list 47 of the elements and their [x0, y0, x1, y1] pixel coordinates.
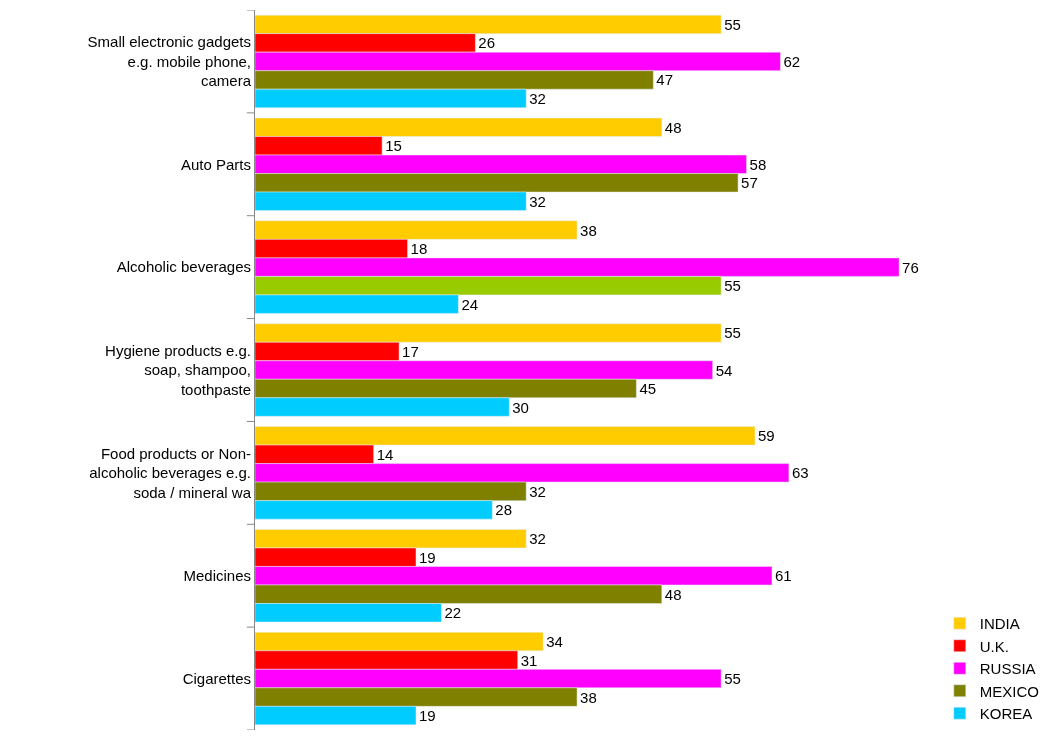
data-label: 61 [774, 567, 792, 585]
data-label: 38 [580, 221, 597, 239]
legend-label: U.K. [979, 637, 1009, 655]
data-label: 55 [724, 670, 741, 688]
y-tick-label: Auto Parts [180, 155, 251, 173]
y-tick-label: Cigarettes [182, 669, 251, 687]
data-label: 54 [715, 361, 733, 379]
legend-label: RUSSIA [979, 660, 1036, 678]
data-label: 15 [385, 137, 402, 155]
data-label: 48 [664, 118, 682, 136]
legend-label: KOREA [979, 705, 1033, 723]
data-label: 17 [402, 342, 419, 360]
y-tick-label: Alcoholic beverages [116, 258, 251, 276]
data-label: 45 [639, 380, 657, 398]
data-label: 32 [529, 192, 546, 210]
data-label: 57 [741, 174, 758, 192]
y-tick-label: Food products or Non-alcoholic beverages e.g. soda / mineral wa [89, 444, 252, 501]
data-label: 62 [783, 52, 801, 70]
data-label: 47 [656, 71, 674, 89]
data-label: 55 [724, 324, 741, 342]
data-label: 18 [410, 240, 428, 258]
y-tick-label: Hygiene products e.g. soap, shampoo, toothpaste [105, 341, 251, 398]
y-tick-label: Medicines [183, 566, 251, 584]
data-label: 30 [512, 398, 529, 416]
data-label: 48 [664, 585, 682, 603]
data-label: 63 [791, 464, 809, 482]
data-label: 28 [495, 501, 512, 519]
legend-label: MEXICO [979, 682, 1039, 700]
data-label: 22 [444, 604, 462, 622]
data-label: 24 [461, 295, 479, 313]
data-label: 19 [419, 548, 436, 566]
data-label: 55 [724, 15, 741, 33]
y-tick-label: Small electronic gadgets e.g. mobile phone, camera [87, 33, 252, 90]
data-label: 14 [376, 445, 394, 463]
data-label: 32 [529, 530, 546, 548]
data-label: 32 [529, 482, 546, 500]
data-label: 76 [902, 258, 919, 276]
data-label: 31 [520, 651, 538, 669]
data-label: 32 [529, 89, 546, 107]
data-label: 58 [749, 155, 767, 173]
data-label: 38 [580, 688, 597, 706]
data-label: 19 [419, 707, 436, 725]
data-label: 55 [724, 277, 741, 295]
data-label: 26 [478, 34, 496, 52]
data-label: 34 [546, 633, 563, 651]
legend-label: INDIA [979, 615, 1020, 633]
data-label: 59 [758, 427, 775, 445]
